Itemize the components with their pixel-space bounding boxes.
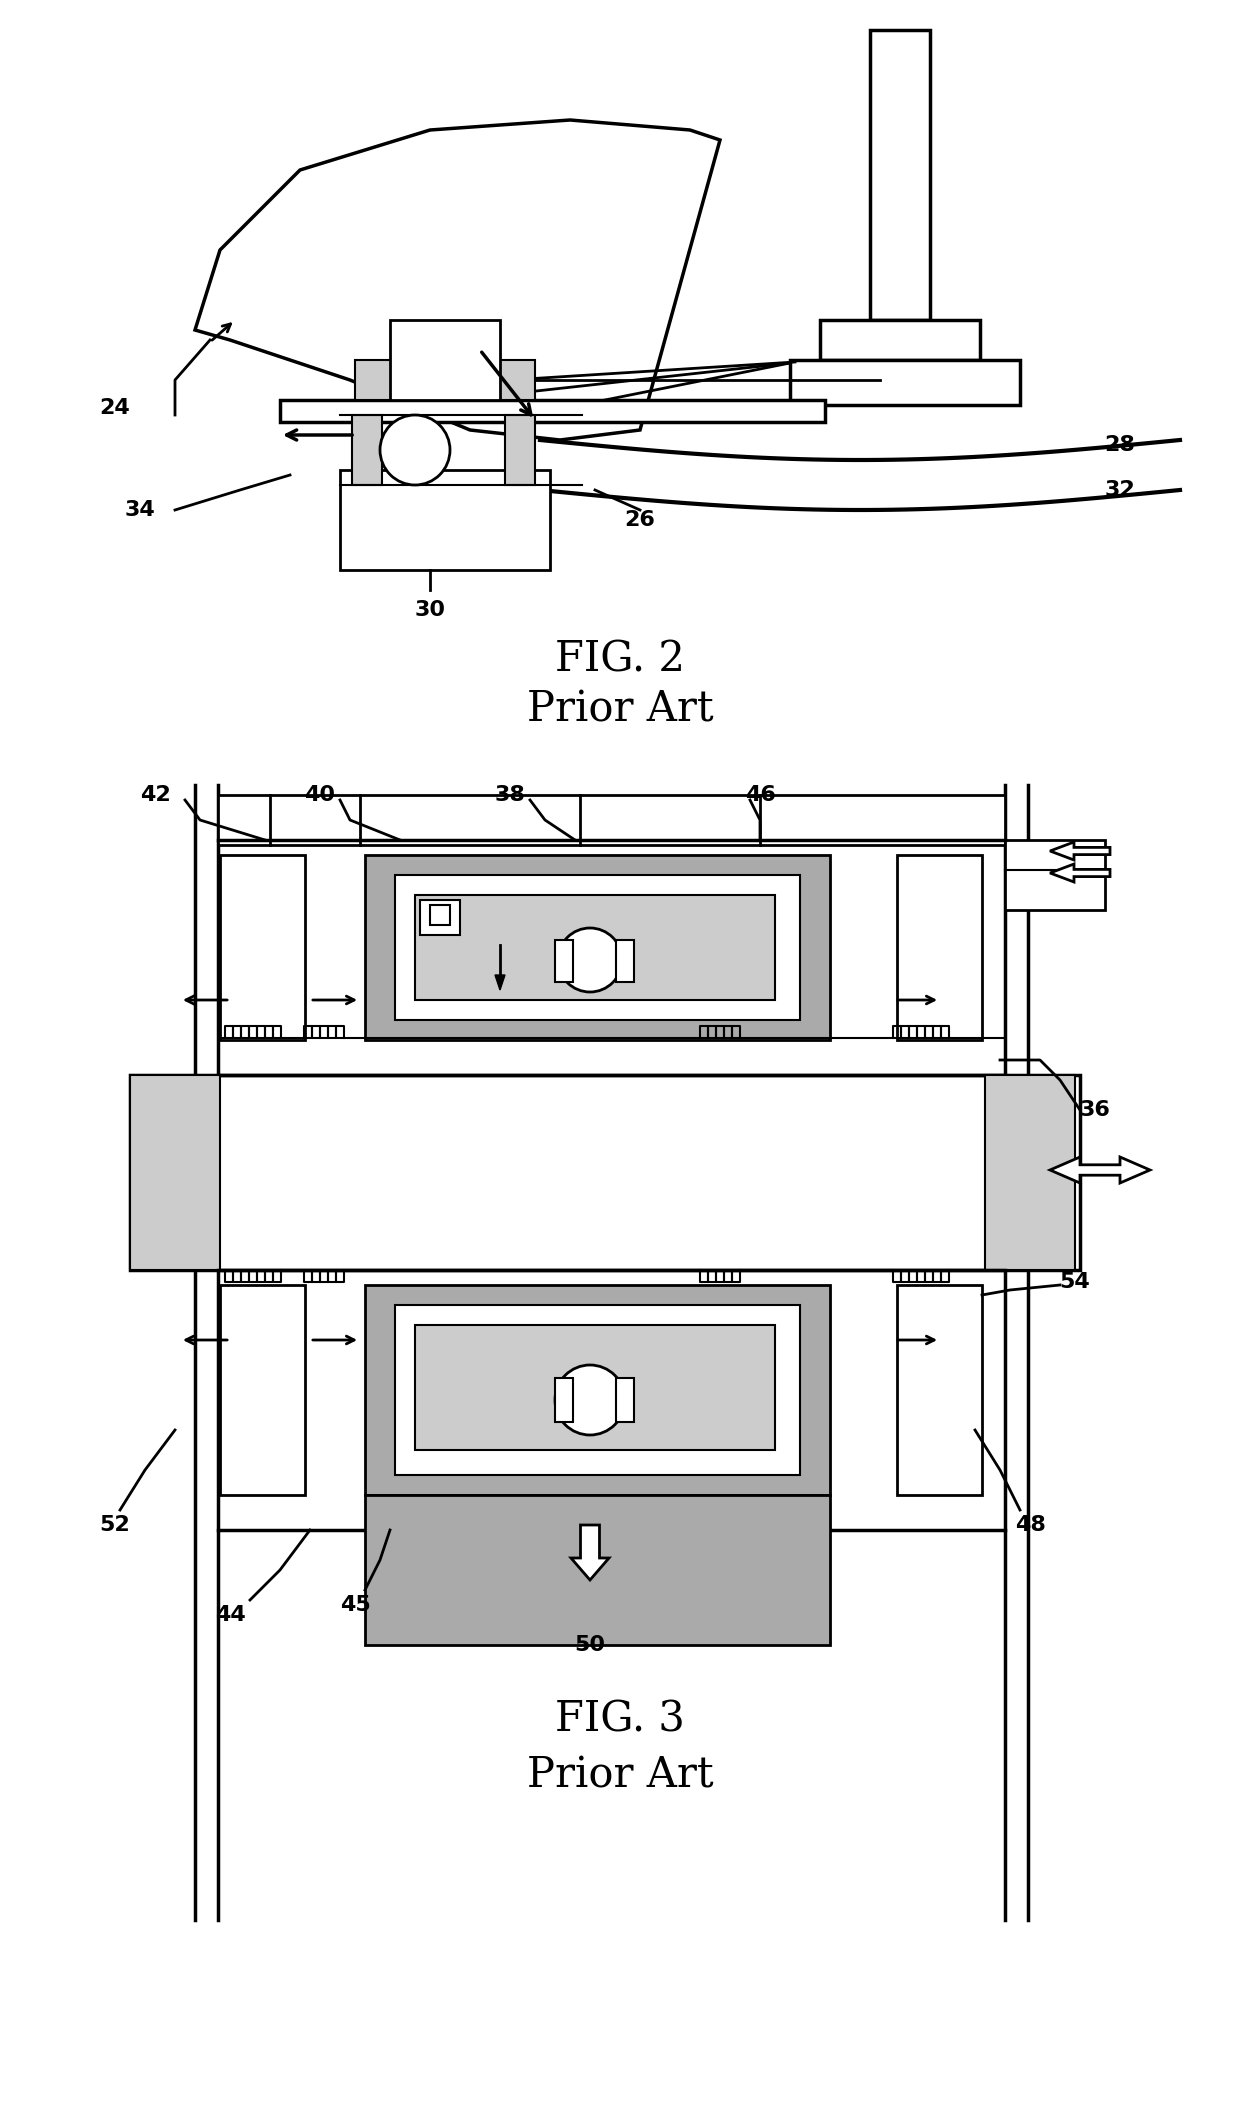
- Bar: [870, 30, 930, 321]
- Bar: [365, 1495, 830, 1645]
- Polygon shape: [570, 1524, 609, 1580]
- Bar: [430, 904, 450, 926]
- Text: 48: 48: [1014, 1516, 1045, 1535]
- Bar: [616, 1378, 634, 1422]
- Bar: [790, 361, 1021, 405]
- Circle shape: [379, 414, 450, 484]
- Bar: [505, 414, 534, 484]
- Text: 45: 45: [340, 1594, 371, 1616]
- Text: 40: 40: [305, 786, 336, 805]
- Polygon shape: [1050, 864, 1110, 881]
- Bar: [365, 856, 830, 1040]
- Text: FIG. 2: FIG. 2: [556, 639, 684, 681]
- Text: Prior Art: Prior Art: [527, 1754, 713, 1796]
- Bar: [415, 1325, 775, 1450]
- Polygon shape: [1050, 843, 1110, 860]
- Text: 24: 24: [99, 397, 130, 418]
- Bar: [556, 940, 573, 983]
- Text: 32: 32: [1105, 480, 1136, 501]
- Bar: [391, 321, 500, 399]
- Circle shape: [558, 928, 622, 991]
- Text: Prior Art: Prior Art: [527, 690, 713, 730]
- Bar: [130, 1074, 1080, 1270]
- Bar: [219, 1284, 305, 1495]
- Text: 36: 36: [1080, 1100, 1111, 1121]
- Bar: [355, 361, 430, 399]
- Text: 44: 44: [215, 1605, 246, 1624]
- Bar: [396, 1306, 800, 1475]
- Bar: [897, 856, 982, 1040]
- Polygon shape: [495, 974, 505, 989]
- Bar: [985, 1074, 1075, 1270]
- Text: 30: 30: [414, 601, 445, 620]
- Text: 38: 38: [495, 786, 526, 805]
- Bar: [280, 399, 825, 422]
- Text: 26: 26: [625, 510, 656, 531]
- Bar: [616, 940, 634, 983]
- Bar: [415, 896, 775, 1000]
- Bar: [219, 856, 305, 1040]
- Polygon shape: [195, 121, 720, 439]
- Text: 42: 42: [140, 786, 170, 805]
- Circle shape: [556, 1365, 625, 1435]
- Bar: [352, 414, 382, 484]
- Bar: [365, 1284, 830, 1495]
- Bar: [420, 900, 460, 934]
- Bar: [556, 1378, 573, 1422]
- Bar: [340, 469, 551, 569]
- Bar: [396, 875, 800, 1019]
- Polygon shape: [1050, 1157, 1149, 1183]
- Text: FIG. 3: FIG. 3: [556, 1698, 684, 1741]
- Bar: [218, 794, 1004, 845]
- Text: 46: 46: [744, 786, 775, 805]
- Bar: [130, 1074, 219, 1270]
- Text: 28: 28: [1105, 435, 1136, 454]
- Text: 52: 52: [99, 1516, 130, 1535]
- Bar: [820, 321, 980, 361]
- Text: 34: 34: [125, 501, 155, 520]
- Text: 50: 50: [574, 1635, 605, 1656]
- Text: 54: 54: [1060, 1272, 1090, 1293]
- Bar: [460, 361, 534, 399]
- Bar: [897, 1284, 982, 1495]
- Bar: [1004, 841, 1105, 911]
